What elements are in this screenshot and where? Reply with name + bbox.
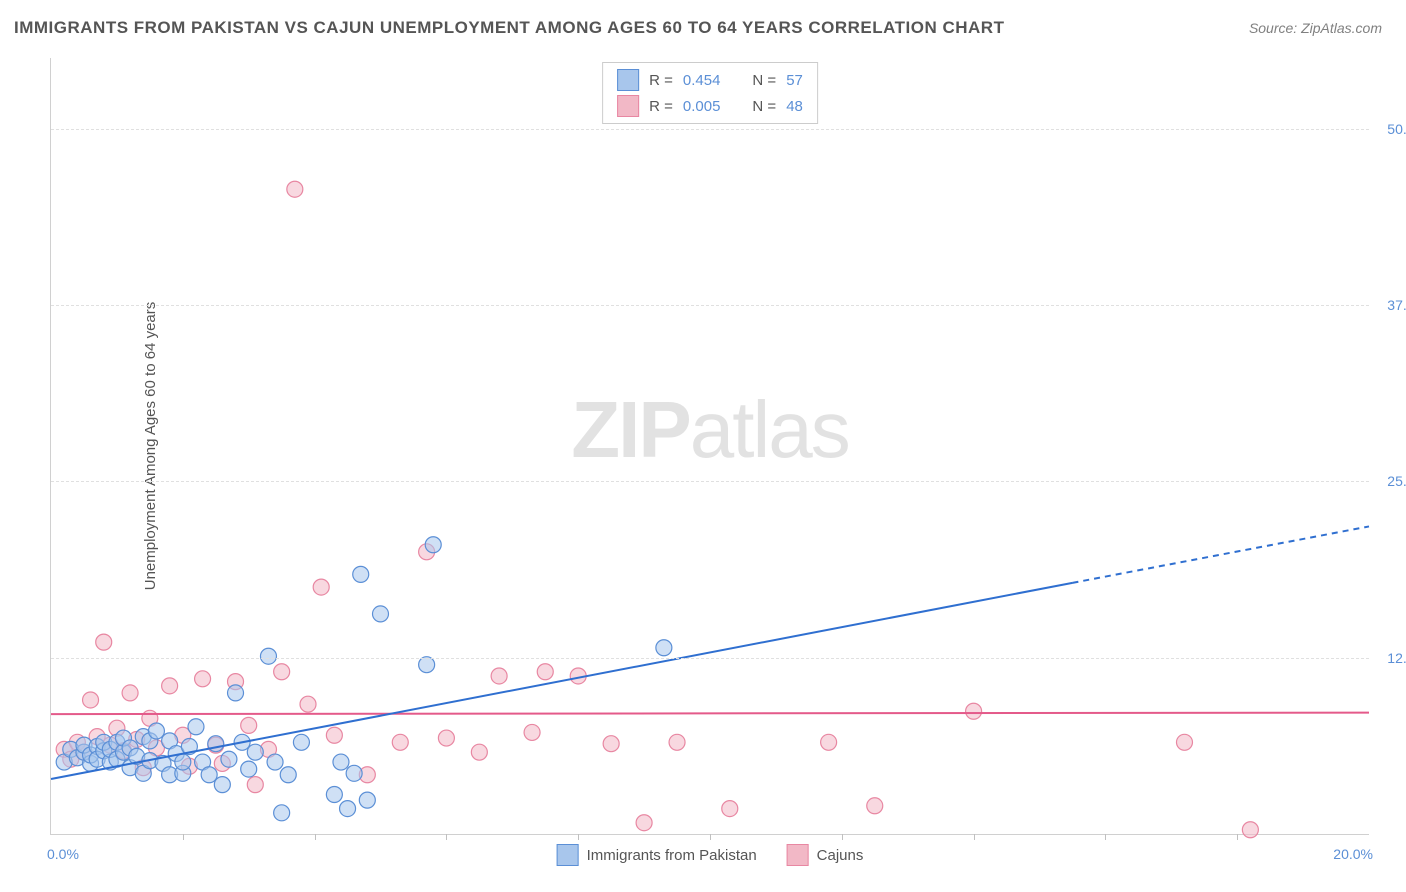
r-value-2: 0.005 [683,98,721,115]
x-tick-label-left: 0.0% [47,846,79,862]
r-value-1: 0.454 [683,72,721,89]
gridline [51,305,1369,306]
correlation-legend: R = 0.454 N = 57 R = 0.005 N = 48 [602,62,818,124]
legend-row-series2: R = 0.005 N = 48 [617,93,803,119]
chart-svg [51,58,1369,834]
legend-item-series1: Immigrants from Pakistan [557,844,757,866]
n-value-2: 48 [786,98,803,115]
x-tick [446,834,447,840]
x-tick [974,834,975,840]
legend-label-1: Immigrants from Pakistan [587,847,757,864]
legend-item-series2: Cajuns [787,844,864,866]
swatch-series1 [617,69,639,91]
y-tick-label: 50.0% [1387,121,1406,137]
swatch-series2 [617,95,639,117]
gridline [51,129,1369,130]
x-tick [1105,834,1106,840]
x-tick [183,834,184,840]
r-label: R = [649,98,673,115]
legend-label-2: Cajuns [817,847,864,864]
x-tick-label-right: 20.0% [1333,846,1373,862]
r-label: R = [649,72,673,89]
gridline [51,658,1369,659]
gridline [51,481,1369,482]
x-tick [710,834,711,840]
n-label: N = [752,72,776,89]
x-tick [842,834,843,840]
x-tick [1237,834,1238,840]
bottom-legend: Immigrants from Pakistan Cajuns [557,844,864,866]
x-tick [578,834,579,840]
n-value-1: 57 [786,72,803,89]
n-label: N = [752,98,776,115]
y-tick-label: 37.5% [1387,297,1406,313]
y-tick-label: 25.0% [1387,473,1406,489]
swatch-series1-icon [557,844,579,866]
y-tick-label: 12.5% [1387,650,1406,666]
source-label: Source: ZipAtlas.com [1249,20,1382,36]
legend-row-series1: R = 0.454 N = 57 [617,67,803,93]
chart-title: IMMIGRANTS FROM PAKISTAN VS CAJUN UNEMPL… [14,18,1004,38]
x-tick [315,834,316,840]
swatch-series2-icon [787,844,809,866]
plot-area: ZIPatlas R = 0.454 N = 57 R = 0.005 N = … [50,58,1369,835]
